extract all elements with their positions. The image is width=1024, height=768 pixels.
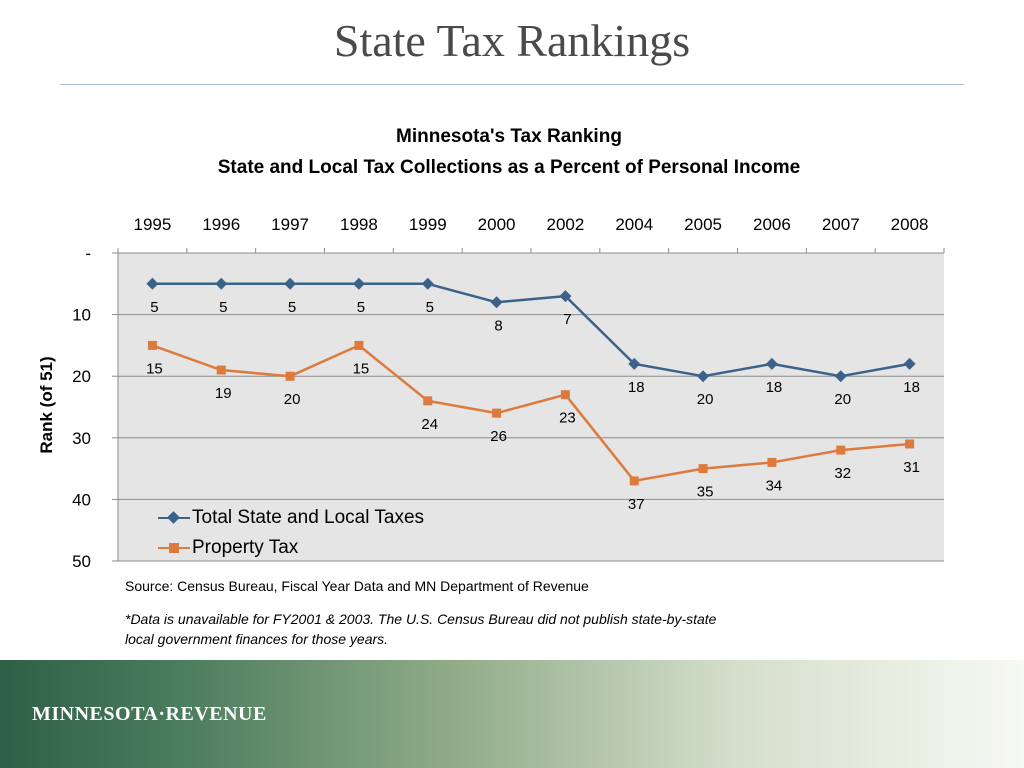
y-tick-label: 20 <box>72 367 91 386</box>
y-tick-label: 40 <box>72 490 91 509</box>
total-taxes-point <box>284 277 297 290</box>
total-taxes-point <box>559 290 572 303</box>
property-tax-point <box>560 390 570 400</box>
total-taxes-line <box>152 282 910 378</box>
property-tax-data-label: 23 <box>559 410 576 427</box>
total-taxes-data-label: 7 <box>563 311 571 328</box>
total-taxes-data-label: 8 <box>494 317 502 334</box>
total-taxes-point <box>146 277 159 290</box>
x-tick-label: 2005 <box>684 215 722 234</box>
y-tick-label: 10 <box>72 306 91 325</box>
x-tick-label: 2006 <box>753 215 791 234</box>
y-axis-title: Rank (of 51) <box>37 356 56 453</box>
x-tick-label: 2008 <box>891 215 929 234</box>
footnote: *Data is unavailable for FY2001 & 2003. … <box>125 609 805 649</box>
property-tax-point <box>836 445 846 455</box>
minnesota-revenue-logo: MINNESOTA·REVENUE <box>32 703 267 725</box>
property-tax-point <box>767 457 777 467</box>
x-tick-label: 2000 <box>478 215 516 234</box>
property-tax-point <box>216 365 226 375</box>
total-taxes-point <box>628 357 641 370</box>
total-taxes-point <box>490 296 503 309</box>
total-taxes-point <box>352 277 365 290</box>
total-taxes-data-label: 18 <box>766 379 783 396</box>
property-tax-data-label: 31 <box>903 459 920 476</box>
y-tick-label: 50 <box>72 552 91 571</box>
chart-subtitle: State and Local Tax Collections as a Per… <box>217 157 801 178</box>
total-taxes-point <box>834 370 847 383</box>
property-tax-point <box>285 371 295 381</box>
chart-title: Minnesota's Tax Ranking <box>396 126 622 147</box>
property-tax-data-label: 35 <box>697 484 714 501</box>
legend-swatch-total-taxes <box>158 511 190 525</box>
total-taxes-data-label: 5 <box>426 299 434 316</box>
legend-label-property-tax: Property Tax <box>192 537 299 558</box>
source-note: Source: Census Bureau, Fiscal Year Data … <box>125 578 589 594</box>
slide-title: State Tax Rankings <box>333 15 691 66</box>
y-tick-label: - <box>85 244 91 263</box>
property-tax-data-label: 32 <box>834 465 851 482</box>
property-tax-point <box>905 439 915 449</box>
property-tax-data-label: 37 <box>628 496 645 513</box>
x-tick-label: 1995 <box>134 215 172 234</box>
x-tick-label: 1998 <box>340 215 378 234</box>
footnote-line-2: local government finances for those year… <box>125 631 389 647</box>
legend-label-total-taxes: Total State and Local Taxes <box>192 507 425 528</box>
property-tax-point <box>423 396 433 406</box>
total-taxes-data-label: 5 <box>219 299 227 316</box>
footer-band <box>0 660 1024 768</box>
property-tax-data-label: 24 <box>421 416 438 433</box>
total-taxes-data-label: 18 <box>903 379 920 396</box>
legend-swatch-property-tax <box>158 541 190 555</box>
title-divider <box>60 84 964 85</box>
total-taxes-point <box>421 277 434 290</box>
total-taxes-point <box>903 357 916 370</box>
chart-legend: Total State and Local Taxes Property Tax <box>158 503 424 563</box>
property-tax-point <box>698 464 708 474</box>
property-tax-line <box>151 344 910 483</box>
plot-area <box>118 253 944 561</box>
total-taxes-data-label: 20 <box>834 391 851 408</box>
property-tax-point <box>354 340 364 350</box>
property-tax-data-label: 26 <box>490 428 507 445</box>
legend-item-property-tax: Property Tax <box>158 533 424 563</box>
total-taxes-data-label: 20 <box>697 391 714 408</box>
total-taxes-data-label: 5 <box>357 299 365 316</box>
footnote-line-1: *Data is unavailable for FY2001 & 2003. … <box>125 611 717 627</box>
total-taxes-data-label: 18 <box>628 379 645 396</box>
property-tax-point <box>492 408 502 418</box>
total-taxes-point <box>215 277 228 290</box>
x-tick-label: 2007 <box>822 215 860 234</box>
legend-item-total-taxes: Total State and Local Taxes <box>158 503 424 533</box>
property-tax-data-label: 34 <box>766 477 783 494</box>
property-tax-data-label: 15 <box>146 360 163 377</box>
property-tax-point <box>147 340 157 350</box>
total-taxes-data-label: 5 <box>288 299 296 316</box>
property-tax-data-label: 19 <box>215 385 232 402</box>
x-tick-label: 2002 <box>547 215 585 234</box>
property-tax-data-label: 15 <box>353 360 370 377</box>
total-taxes-point <box>765 357 778 370</box>
total-taxes-point <box>697 370 710 383</box>
y-tick-label: 30 <box>72 429 91 448</box>
property-tax-point <box>629 476 639 486</box>
property-tax-data-label: 20 <box>284 391 301 408</box>
total-taxes-data-label: 5 <box>150 299 158 316</box>
x-tick-label: 1997 <box>271 215 309 234</box>
x-tick-label: 2004 <box>615 215 653 234</box>
x-tick-label: 1996 <box>202 215 240 234</box>
x-tick-label: 1999 <box>409 215 447 234</box>
